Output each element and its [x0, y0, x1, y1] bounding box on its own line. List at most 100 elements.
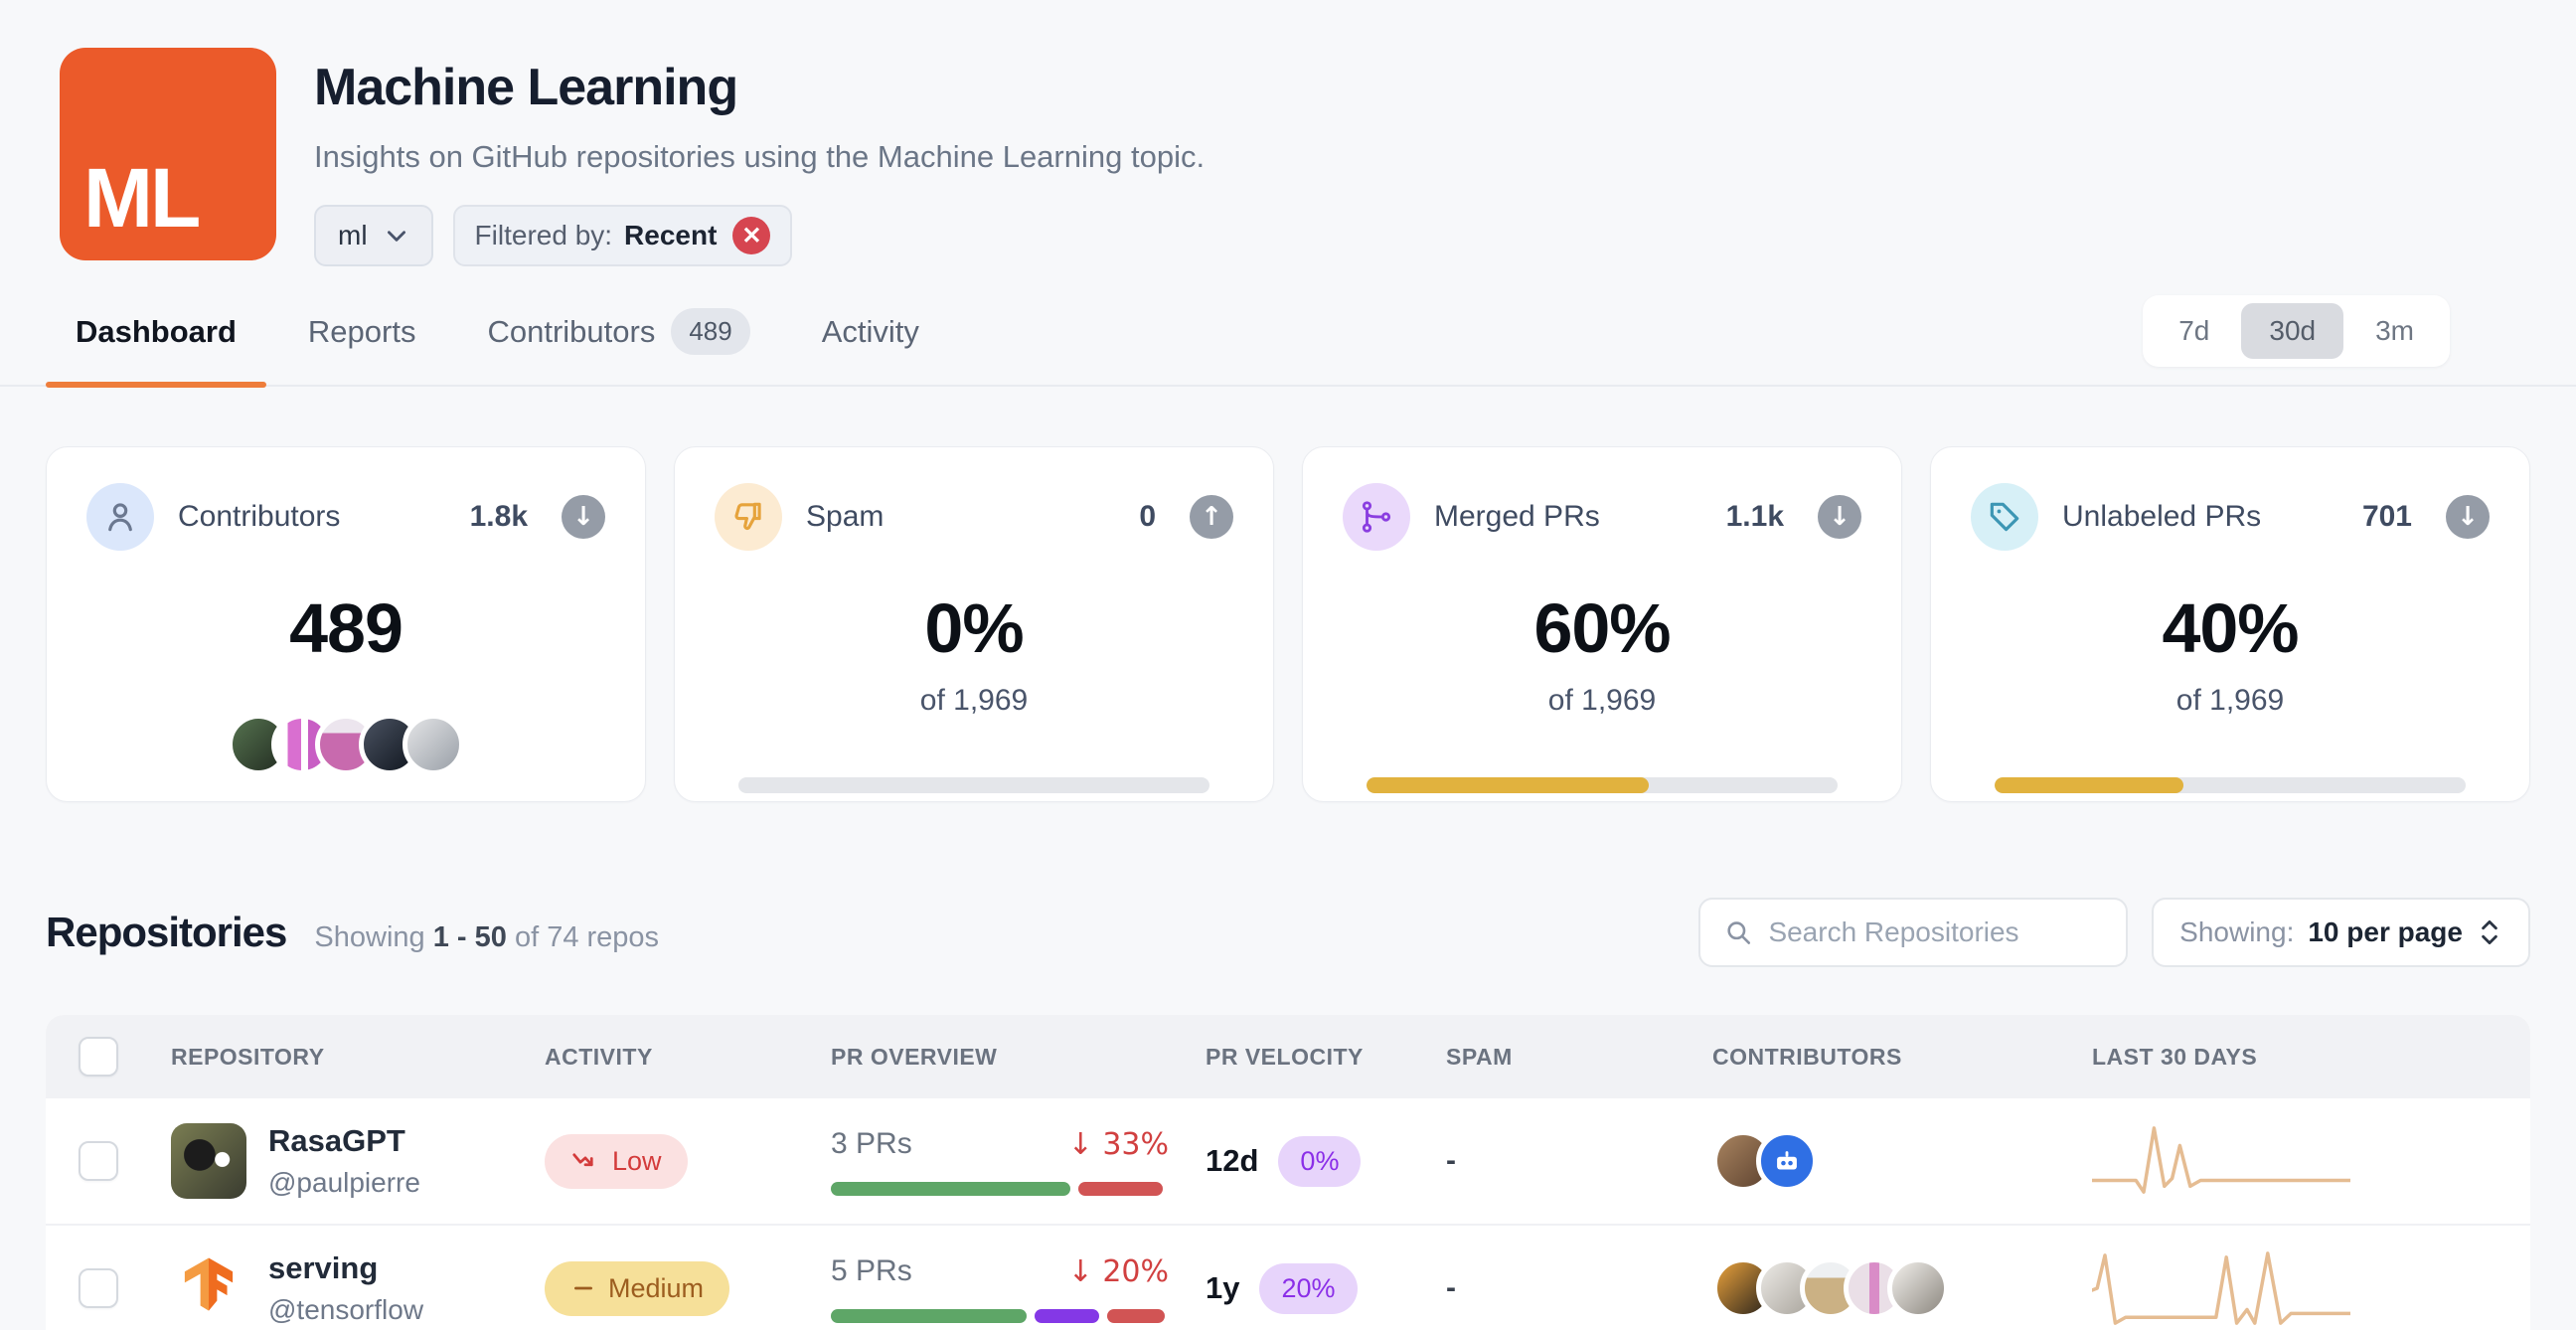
table-header-row: REPOSITORY ACTIVITY PR OVERVIEW PR VELOC… — [46, 1015, 2530, 1098]
row-checkbox[interactable] — [79, 1268, 118, 1308]
activity-badge-low: Low — [545, 1133, 688, 1189]
col-pr-velocity: PR VELOCITY — [1206, 1043, 1364, 1070]
repo-avatar-tensorflow — [171, 1250, 246, 1326]
git-merge-icon — [1343, 483, 1410, 551]
card-label: Contributors — [178, 500, 341, 533]
tab-dashboard[interactable]: Dashboard — [46, 308, 266, 388]
pr-change: ↓ 20% — [1067, 1253, 1169, 1289]
per-page-select[interactable]: Showing: 10 per page — [2152, 898, 2530, 967]
velocity-badge: 20% — [1259, 1262, 1358, 1314]
search-icon — [1727, 921, 1751, 944]
activity-sparkline — [2092, 1249, 2530, 1327]
card-label: Unlabeled PRs — [2062, 500, 2262, 533]
chevron-up-down-icon — [2482, 919, 2497, 945]
topic-dropdown-value: ml — [338, 220, 368, 250]
repository-search — [1698, 898, 2129, 967]
trend-up-icon: ↑ — [1190, 495, 1233, 539]
pr-overview-bar — [831, 1181, 1169, 1196]
table-row: RasaGPT @paulpierre Low 3 PRs ↓ 33% 12d … — [46, 1098, 2530, 1226]
col-repository: REPOSITORY — [171, 1043, 325, 1070]
pr-count: 5 PRs — [831, 1254, 912, 1287]
filter-remove-icon[interactable]: ✕ — [732, 217, 771, 254]
table-row: serving @tensorflow Medium 5 PRs ↓ 20% 1… — [46, 1226, 2530, 1330]
page-title: Machine Learning — [314, 59, 738, 116]
repositories-header: Repositories Showing 1 - 50 of 74 repos … — [46, 898, 2530, 967]
person-icon — [86, 483, 154, 551]
card-contributors: Contributors 1.8k ↓ 489 — [46, 446, 646, 802]
filter-chip-value: Recent — [624, 220, 718, 250]
avatar — [1887, 1257, 1949, 1319]
bar-segment — [831, 1308, 1028, 1323]
robot-icon — [1777, 1151, 1797, 1170]
spam-value: - — [1446, 1144, 1456, 1177]
avatar — [402, 714, 464, 775]
bar-segment — [831, 1181, 1071, 1196]
time-range-3m[interactable]: 3m — [2375, 315, 2414, 346]
card-spam: Spam 0 ↑ 0% of 1,969 — [674, 446, 1274, 802]
pr-overview-bar — [831, 1308, 1169, 1323]
card-metric: 1.1k — [1725, 500, 1784, 533]
select-all-checkbox[interactable] — [79, 1037, 118, 1077]
tag-icon — [1971, 483, 2038, 551]
bot-avatar — [1756, 1130, 1818, 1192]
time-range-7d[interactable]: 7d — [2178, 315, 2210, 346]
card-metric: 1.8k — [469, 500, 528, 533]
repo-name[interactable]: RasaGPT — [268, 1123, 405, 1158]
card-value: 0% — [924, 589, 1024, 667]
card-label: Spam — [806, 500, 885, 533]
repo-owner: @tensorflow — [268, 1294, 424, 1325]
repo-owner: @paulpierre — [268, 1167, 420, 1198]
page-subtitle: Insights on GitHub repositories using th… — [314, 139, 1206, 174]
trend-down-icon: ↓ — [2446, 495, 2490, 539]
contributor-avatars — [86, 714, 605, 775]
card-value: 489 — [289, 589, 403, 667]
col-contributors: CONTRIBUTORS — [1712, 1043, 1902, 1070]
topic-dropdown[interactable]: ml — [314, 205, 433, 266]
card-subtext: of 1,969 — [919, 684, 1029, 717]
velocity-time: 1y — [1206, 1270, 1240, 1305]
card-label: Merged PRs — [1434, 500, 1600, 533]
filter-chip: Filtered by: Recent ✕ — [452, 205, 793, 266]
velocity-badge: 0% — [1278, 1135, 1362, 1187]
chevron-down-icon — [387, 231, 405, 242]
activity-badge-medium: Medium — [545, 1260, 730, 1316]
pr-count: 3 PRs — [831, 1127, 912, 1160]
repositories-title: Repositories — [46, 909, 287, 955]
col-pr-overview: PR OVERVIEW — [831, 1043, 998, 1070]
tensorflow-logo — [184, 1257, 234, 1311]
card-subtext: of 1,969 — [2175, 684, 2285, 717]
stat-cards: Contributors 1.8k ↓ 489 Spam 0 ↑ 0% of 1… — [46, 446, 2530, 802]
dash-icon — [574, 1286, 592, 1290]
tab-activity[interactable]: Activity — [821, 313, 919, 349]
tab-contributors[interactable]: Contributors 489 — [457, 308, 779, 385]
tab-reports[interactable]: Reports — [307, 313, 416, 349]
topic-logo: ML — [60, 48, 276, 260]
time-range-30d[interactable]: 30d — [2241, 303, 2344, 359]
card-value: 60% — [1533, 589, 1671, 667]
page-header: ML Machine Learning Insights on GitHub r… — [0, 0, 2576, 266]
card-merged-prs: Merged PRs 1.1k ↓ 60% of 1,969 — [1302, 446, 1902, 802]
thumbs-down-icon — [715, 483, 782, 551]
pr-change: ↓ 33% — [1067, 1126, 1169, 1162]
card-subtext: of 1,969 — [1547, 684, 1657, 717]
repositories-showing: Showing 1 - 50 of 74 repos — [314, 921, 660, 953]
col-activity: ACTIVITY — [545, 1043, 653, 1070]
repo-avatar — [171, 1123, 246, 1199]
card-value: 40% — [2162, 589, 2299, 667]
card-metric: 0 — [1139, 500, 1156, 533]
trend-down-icon: ↓ — [562, 495, 605, 539]
filter-chip-prefix: Filtered by: — [474, 220, 613, 250]
card-metric: 701 — [2361, 500, 2412, 533]
repositories-table: REPOSITORY ACTIVITY PR OVERVIEW PR VELOC… — [46, 1015, 2530, 1330]
spam-value: - — [1446, 1271, 1456, 1304]
trend-down-icon: ↓ — [1818, 495, 1861, 539]
progress-bar — [1367, 777, 1838, 793]
topic-logo-text: ML — [83, 151, 201, 245]
row-checkbox[interactable] — [79, 1141, 118, 1181]
repo-name[interactable]: serving — [268, 1250, 379, 1285]
row-contributor-avatars — [1712, 1130, 2092, 1192]
contributors-count-badge: 489 — [671, 308, 750, 355]
col-last-30-days: LAST 30 DAYS — [2092, 1043, 2258, 1070]
col-spam: SPAM — [1446, 1043, 1513, 1070]
search-input[interactable] — [1768, 916, 2103, 948]
